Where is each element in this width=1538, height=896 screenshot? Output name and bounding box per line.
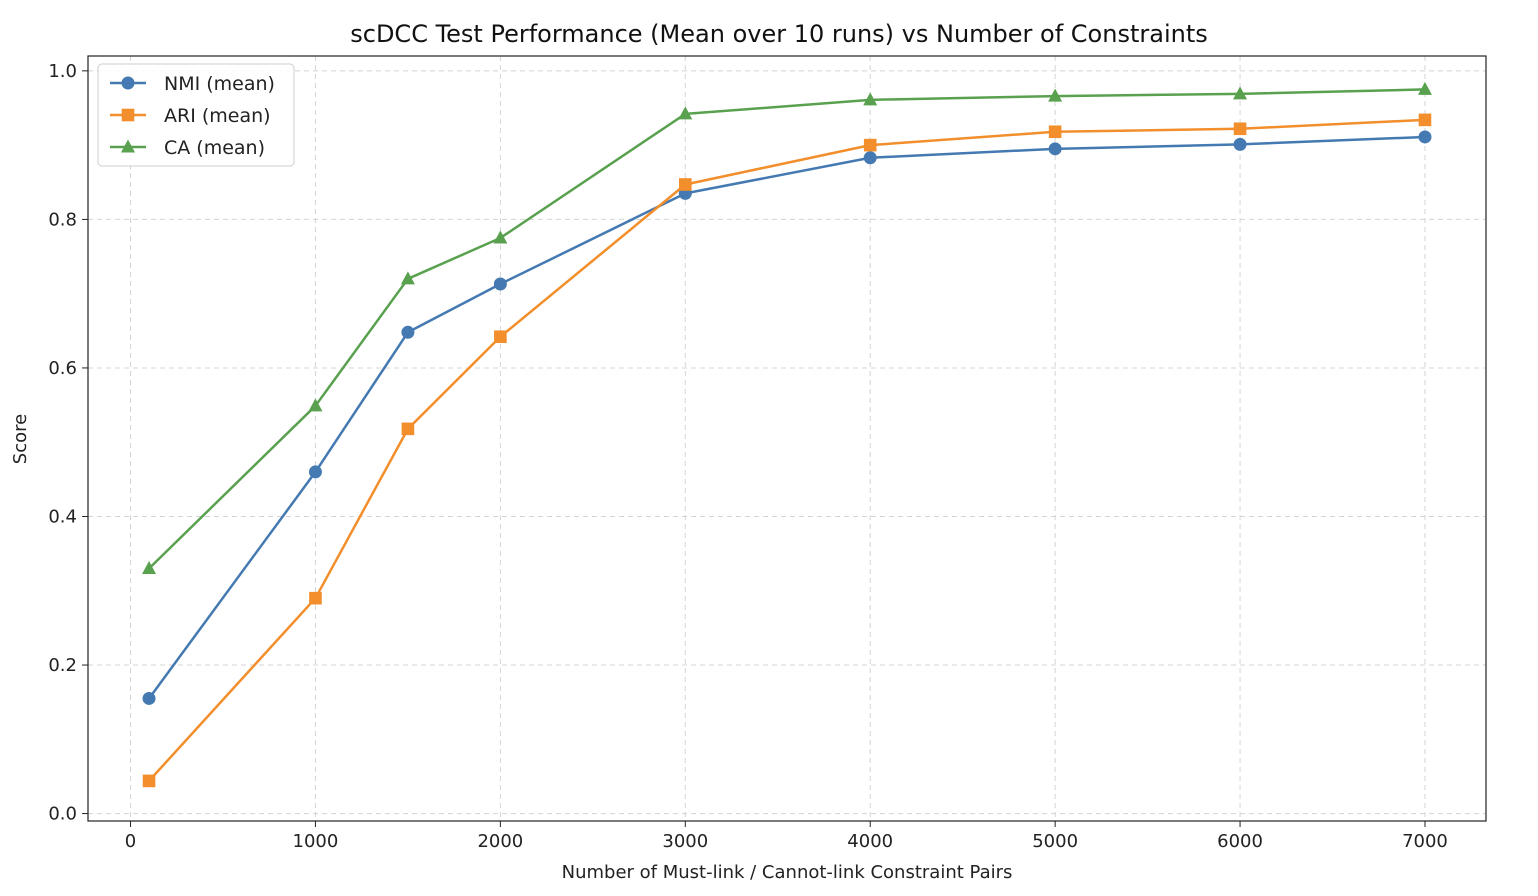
data-point-nmi [401, 325, 415, 339]
y-axis: 0.0 0.2 0.4 0.6 0.8 1.0 [48, 61, 88, 825]
data-point-ari [309, 591, 322, 605]
data-point-ca [493, 230, 508, 244]
data-point-ca [1417, 81, 1432, 95]
x-tick-label: 1000 [293, 831, 339, 852]
x-axis: 0 1000 2000 3000 4000 5000 6000 7000 [125, 821, 1448, 852]
series-ari [142, 113, 1432, 788]
y-axis-label: Score [10, 414, 31, 464]
data-point-ari [494, 330, 507, 344]
x-tick-label: 5000 [1032, 831, 1078, 852]
data-point-ca [400, 271, 415, 285]
x-tick-label: 2000 [477, 831, 523, 852]
data-point-nmi [308, 465, 322, 479]
legend-box [97, 63, 295, 167]
x-tick-label: 3000 [662, 831, 708, 852]
x-tick-label: 4000 [847, 831, 893, 852]
y-tick-label: 0.8 [48, 209, 77, 230]
data-point-ari [1233, 122, 1247, 136]
data-point-ca [678, 106, 693, 120]
data-point-ari [678, 178, 692, 191]
data-point-ari [1048, 125, 1062, 139]
data-point-nmi [1233, 137, 1247, 151]
y-tick-label: 0.6 [48, 358, 77, 379]
data-point-nmi [863, 151, 877, 165]
x-tick-label: 7000 [1402, 831, 1448, 852]
series-line-nmi [148, 135, 1426, 700]
series-line-ca [148, 88, 1426, 570]
x-tick-label: 6000 [1217, 831, 1263, 852]
data-point-nmi [493, 277, 507, 291]
data-point-ari [401, 422, 415, 436]
legend: NMI (mean) ARI (mean) CA (mean) [97, 63, 295, 167]
data-point-ca [1048, 88, 1063, 102]
plot-frame [87, 55, 1487, 822]
data-point-ca [863, 92, 878, 106]
legend-label: ARI (mean) [164, 105, 271, 127]
y-tick-label: 0.2 [48, 655, 77, 676]
series-layer [142, 81, 1432, 788]
legend-marker [121, 139, 135, 153]
legend-marker [121, 76, 135, 90]
data-point-ari [142, 774, 156, 788]
x-axis-label: Number of Must-link / Cannot-link Constr… [562, 862, 1013, 883]
data-point-ca [1233, 86, 1248, 100]
legend-marker [121, 108, 135, 122]
chart-title: scDCC Test Performance (Mean over 10 run… [350, 20, 1207, 48]
x-tick-label: 0 [125, 831, 136, 852]
data-point-nmi [1418, 130, 1432, 144]
legend-item: ARI (mean) [110, 105, 271, 127]
data-point-ari [1418, 113, 1432, 127]
legend-label: CA (mean) [164, 137, 265, 159]
y-tick-label: 0.4 [48, 506, 77, 527]
y-tick-label: 1.0 [48, 61, 77, 82]
series-nmi [142, 130, 1432, 705]
legend-label: NMI (mean) [164, 73, 275, 95]
data-point-ari [863, 138, 877, 152]
legend-item: NMI (mean) [110, 73, 275, 95]
data-point-nmi [1048, 142, 1062, 156]
data-point-nmi [142, 691, 156, 705]
grid [88, 56, 1486, 821]
data-point-ca [308, 398, 323, 412]
y-tick-label: 0.0 [48, 804, 77, 825]
series-ca [142, 81, 1432, 574]
legend-item: CA (mean) [110, 137, 265, 159]
data-point-ca [142, 560, 157, 574]
